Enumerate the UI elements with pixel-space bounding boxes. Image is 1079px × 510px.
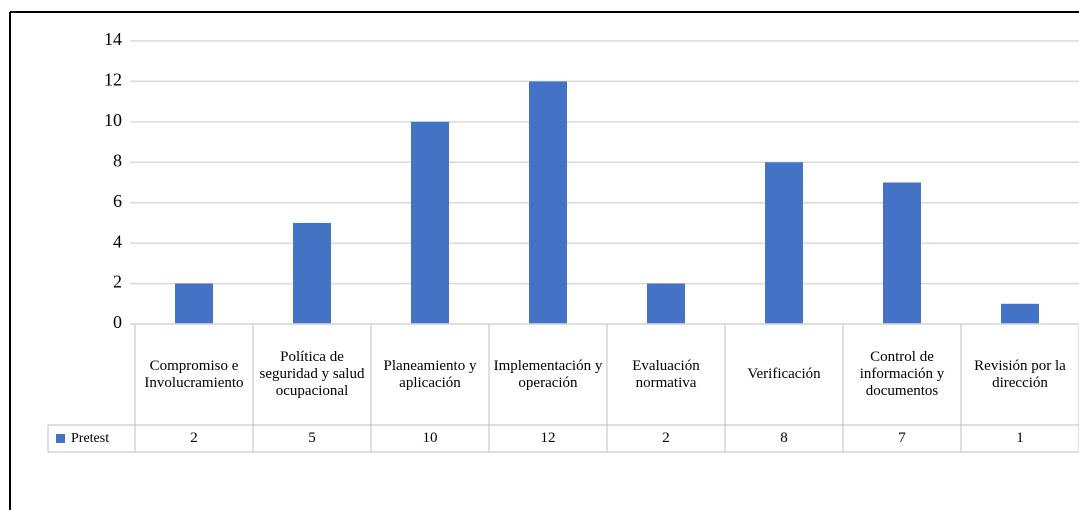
bar [293, 222, 331, 324]
data-table-value: 5 [308, 430, 316, 446]
x-tick-label: Implementación y operación [493, 357, 603, 391]
x-tick-label: Verificación [747, 366, 821, 382]
data-table-value: 2 [190, 430, 198, 446]
bar [411, 121, 449, 324]
x-tick-label: Compromiso e Involucramiento [144, 357, 244, 391]
y-tick-label: 12 [104, 70, 122, 90]
y-tick-label: 10 [104, 110, 122, 130]
x-tick-label: Control de información y documentos [859, 349, 945, 399]
bar [175, 283, 213, 324]
legend-label: Pretest [71, 431, 110, 446]
bar [1001, 303, 1039, 324]
data-table-value: 7 [898, 430, 906, 446]
y-tick-label: 4 [113, 231, 122, 251]
legend-swatch [56, 434, 65, 443]
data-table-value: 10 [422, 430, 438, 446]
y-tick-label: 2 [113, 272, 122, 292]
data-table-value: 12 [540, 430, 556, 446]
x-tick-label: Evaluación normativa [632, 357, 700, 391]
y-tick-label: 8 [113, 150, 122, 170]
bar [883, 182, 921, 324]
x-tick-label: Revisión por la dirección [974, 357, 1066, 391]
y-tick-label: 6 [113, 191, 122, 211]
bar [765, 162, 803, 324]
data-table-value: 8 [780, 430, 788, 446]
y-tick-label: 14 [104, 29, 122, 49]
bar [529, 81, 567, 324]
x-tick-label: Planeamiento y aplicación [383, 357, 477, 391]
data-table-value: 2 [662, 430, 670, 446]
y-tick-label: 0 [113, 312, 122, 332]
x-tick-label: Política de seguridad y salud ocupaciona… [259, 349, 365, 399]
bar [647, 283, 685, 324]
data-table-value: 1 [1016, 430, 1024, 446]
